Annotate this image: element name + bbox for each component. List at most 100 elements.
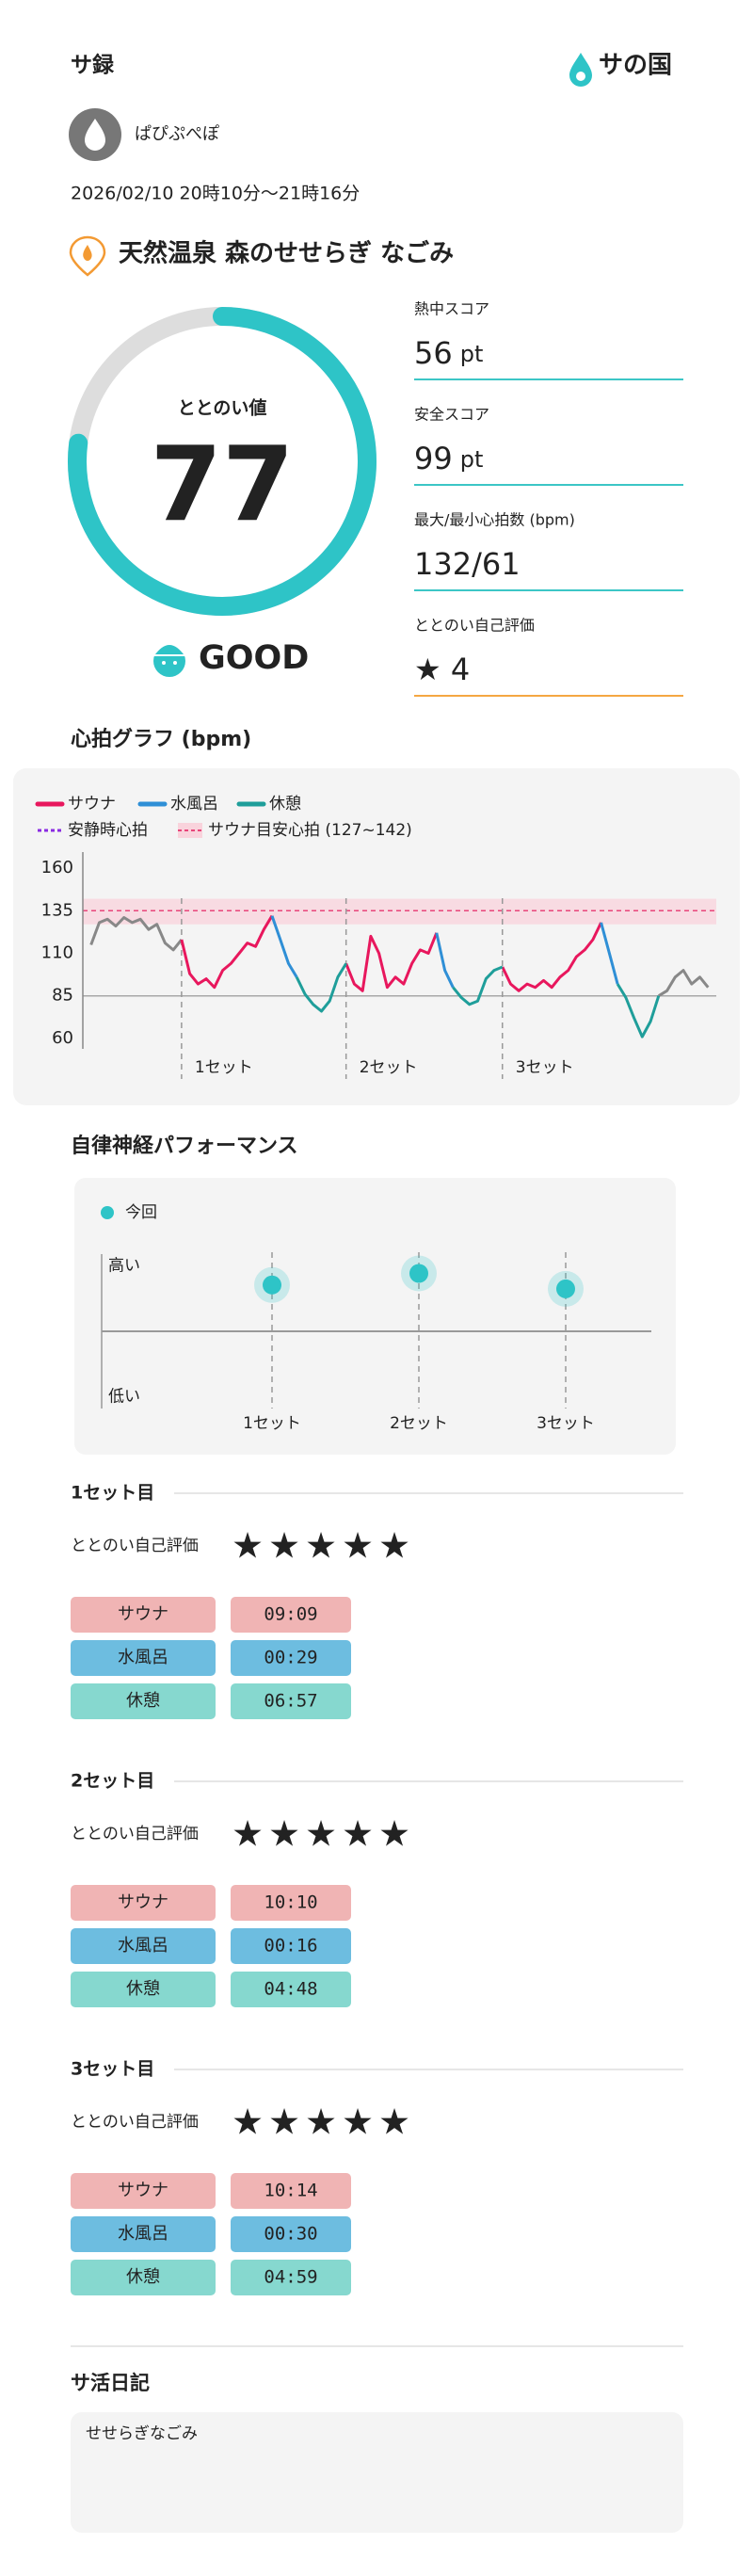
- rating-label: ととのい自己評価: [71, 1537, 199, 1555]
- legend-label: サウナ: [68, 795, 116, 813]
- time-chip: [231, 1597, 351, 1633]
- star: ★: [378, 1525, 410, 1567]
- phase-chip: [71, 1885, 216, 1921]
- page-title: サ録: [71, 53, 115, 78]
- set-label: 1セット: [195, 1058, 253, 1077]
- star: ★: [268, 1525, 300, 1567]
- session-datetime: 2026/02/10 20時10分～21時16分: [71, 184, 360, 204]
- phase-chip: [71, 2173, 216, 2209]
- stat-unit: pt: [460, 446, 484, 473]
- phase-name: 水風呂: [118, 2224, 168, 2244]
- score-rating: GOOD: [199, 639, 309, 677]
- phase-time: 09:09: [264, 1604, 317, 1625]
- star: ★: [305, 1813, 337, 1855]
- section-title: 心拍グラフ (bpm): [71, 727, 251, 751]
- legend-label: 休憩: [269, 795, 301, 813]
- phase-chip: [71, 2260, 216, 2295]
- time-chip: [231, 2173, 351, 2209]
- stat-unit: pt: [460, 341, 484, 367]
- heart-line: [295, 962, 661, 1038]
- set-title: 3セット目: [71, 2059, 154, 2080]
- stat-number: 56: [414, 335, 453, 371]
- y-tick-label: 低い: [108, 1388, 140, 1407]
- stat-label: 安全スコア: [414, 406, 489, 424]
- stat-number: 132/61: [414, 546, 521, 582]
- set-label: 2セット: [360, 1058, 418, 1077]
- facility-icon: [69, 235, 106, 277]
- star: ★: [268, 1813, 300, 1855]
- stat-value: 132/61: [414, 546, 521, 582]
- star: ★: [232, 2101, 264, 2143]
- phase-name: サウナ: [118, 1892, 168, 1912]
- phase-time: 00:30: [264, 2224, 317, 2245]
- user-name: ぱぴぷぺぽ: [135, 124, 219, 144]
- gauge-arc: [68, 307, 376, 616]
- phase-time: 00:29: [264, 1648, 317, 1668]
- stat-label: ととのい自己評価: [414, 617, 535, 635]
- stat-number: 4: [451, 652, 470, 687]
- target-band: [83, 898, 716, 925]
- phase-time: 06:57: [264, 1691, 317, 1712]
- point: [263, 1275, 281, 1295]
- facility-icon: [83, 245, 92, 261]
- heart-line: [180, 914, 602, 992]
- y-tick-label: 160: [41, 858, 73, 877]
- phase-name: サウナ: [118, 1604, 168, 1624]
- phase-time: 10:10: [264, 1892, 317, 1913]
- logo-icon: [576, 72, 585, 81]
- heart-line: [89, 916, 710, 997]
- phase-time: 10:14: [264, 2181, 317, 2201]
- set-title: 2セット目: [71, 1771, 154, 1792]
- chart-card: [13, 768, 740, 1105]
- time-chip: [231, 1928, 351, 1964]
- phase-name: 休憩: [126, 2267, 160, 2287]
- phase-time: 00:16: [264, 1936, 317, 1956]
- score-label: ととのい値: [178, 398, 267, 419]
- phase-chip: [71, 1597, 216, 1633]
- stat-value: ★ 4: [414, 652, 470, 687]
- avatar-icon: [85, 119, 105, 151]
- time-chip: [231, 1683, 351, 1719]
- legend-label: 水風呂: [170, 795, 218, 813]
- diary-text: せせらぎなごみ: [86, 2424, 198, 2443]
- y-tick-label: 110: [41, 943, 73, 963]
- section-title: 自律神経パフォーマンス: [71, 1134, 298, 1158]
- legend-dot: [101, 1206, 114, 1219]
- stat-value: 99 pt: [414, 441, 483, 476]
- rating-icon: [162, 661, 166, 665]
- point: [556, 1279, 575, 1298]
- phase-name: サウナ: [118, 2181, 168, 2200]
- star: ★: [305, 2101, 337, 2143]
- y-tick-label: 85: [52, 986, 73, 1006]
- time-chip: [231, 2260, 351, 2295]
- star: ★: [305, 1525, 337, 1567]
- phase-time: 04:48: [264, 1979, 317, 2000]
- set-label: 3セット: [516, 1058, 574, 1077]
- chart-card: [74, 1178, 676, 1455]
- phase-name: 休憩: [126, 1979, 160, 1999]
- time-chip: [231, 2216, 351, 2252]
- rating-label: ととのい自己評価: [71, 1825, 199, 1843]
- star: ★: [378, 2101, 410, 2143]
- star: ★: [342, 1525, 374, 1567]
- y-tick-label: 60: [52, 1028, 73, 1048]
- legend-label: 今回: [125, 1203, 157, 1222]
- point: [409, 1264, 428, 1283]
- phase-time: 04:59: [264, 2267, 317, 2288]
- x-tick-label: 3セット: [537, 1414, 595, 1433]
- y-tick-label: 135: [41, 900, 73, 920]
- legend-label: サウナ目安心拍 (127~142): [208, 821, 412, 840]
- star: ★: [232, 1813, 264, 1855]
- phase-name: 休憩: [126, 1691, 160, 1711]
- set-title: 1セット目: [71, 1483, 154, 1504]
- star: ★: [342, 2101, 374, 2143]
- phase-chip: [71, 1928, 216, 1964]
- phase-name: 水風呂: [118, 1936, 168, 1956]
- stats: 熱中スコア 56 pt 安全スコア 99 pt 最大/最小心拍数 (bpm) 132/61 とと…: [414, 300, 683, 697]
- star: ★: [232, 1525, 264, 1567]
- y-tick-label: 高い: [108, 1256, 140, 1275]
